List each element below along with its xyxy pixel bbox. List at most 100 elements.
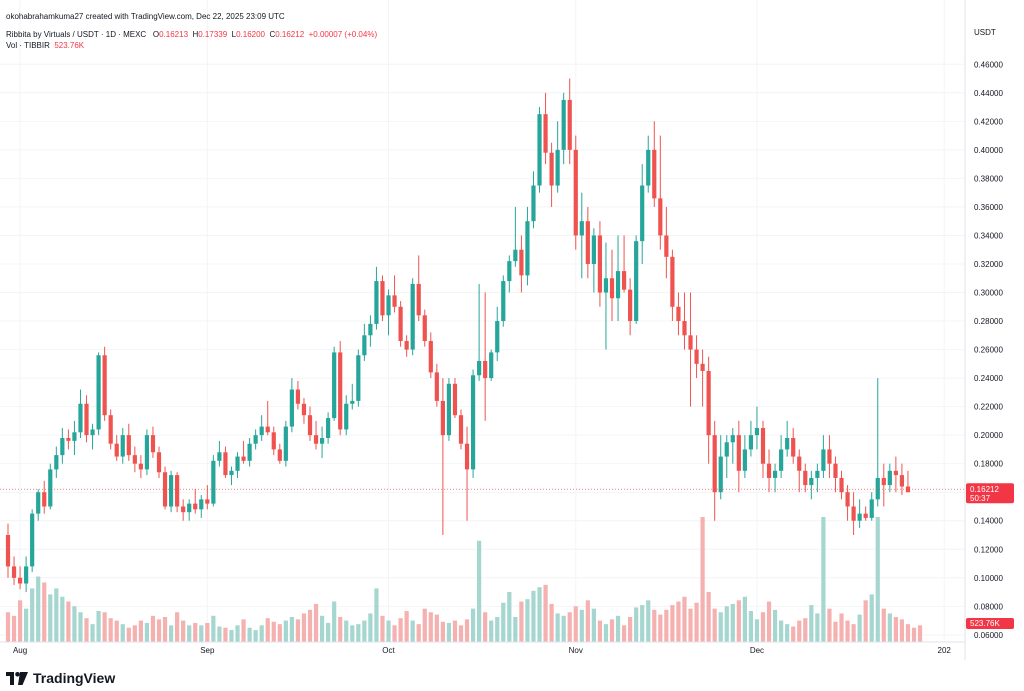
volume-bar bbox=[295, 619, 301, 642]
volume-bar bbox=[356, 624, 361, 642]
volume-bar bbox=[181, 620, 186, 642]
volume-bar bbox=[422, 608, 427, 642]
candle-body bbox=[857, 513, 862, 521]
volume-bar bbox=[386, 620, 391, 642]
volume-bar bbox=[36, 576, 41, 642]
candle bbox=[72, 420, 77, 456]
candle-body bbox=[132, 455, 137, 464]
candle bbox=[307, 406, 313, 441]
publisher-line: okohabrahamkuma27 created with TradingVi… bbox=[6, 12, 285, 22]
volume-bar bbox=[410, 620, 415, 642]
symbol-title[interactable]: Ribbita by Virtuals / USDT · 1D · MEXC bbox=[6, 30, 147, 39]
candle bbox=[162, 466, 168, 510]
candle bbox=[326, 412, 331, 444]
volume-bar bbox=[470, 608, 476, 642]
volume-bar bbox=[634, 607, 639, 642]
candle-body bbox=[42, 492, 47, 507]
candle bbox=[495, 306, 500, 361]
candle-body bbox=[766, 463, 772, 478]
volume-bars bbox=[5, 517, 923, 642]
candle-body bbox=[398, 306, 403, 342]
volume-bar bbox=[621, 625, 627, 642]
candle-body bbox=[138, 463, 143, 470]
volume-bar bbox=[579, 609, 584, 642]
candle-body bbox=[736, 435, 741, 471]
volume-bar bbox=[126, 627, 131, 642]
candle bbox=[688, 292, 693, 407]
candle-body bbox=[628, 289, 633, 322]
volume-bar bbox=[646, 600, 651, 642]
candle bbox=[640, 164, 645, 264]
candle-body bbox=[658, 198, 663, 236]
volume-bar bbox=[175, 612, 180, 642]
volume-bar bbox=[247, 627, 252, 642]
time-scale[interactable]: Aug Sep Oct Nov Dec 202 bbox=[13, 646, 951, 655]
candle-body bbox=[706, 370, 711, 436]
volume-bar bbox=[603, 624, 609, 642]
price-scale[interactable]: 0.46000 0.44000 0.42000 0.40000 0.38000 0.360… bbox=[974, 60, 1003, 640]
candle bbox=[108, 409, 113, 450]
volume-bar bbox=[676, 601, 681, 642]
candle-body bbox=[513, 249, 518, 262]
candle-body bbox=[688, 335, 693, 350]
candle-body bbox=[863, 513, 868, 518]
y-tick-label: 0.10000 bbox=[974, 574, 1003, 583]
candle bbox=[205, 485, 210, 510]
volume-bar bbox=[96, 611, 101, 642]
x-tick-label: Oct bbox=[382, 646, 395, 655]
volume-bar bbox=[712, 608, 717, 642]
candle-body bbox=[772, 470, 778, 478]
candle bbox=[519, 235, 524, 293]
candle-body bbox=[253, 435, 258, 444]
volume-bar bbox=[193, 622, 198, 642]
y-tick-label: 0.20000 bbox=[974, 431, 1003, 440]
volume-bar bbox=[591, 608, 596, 642]
candle-body bbox=[875, 477, 880, 500]
candle bbox=[338, 341, 343, 436]
candle-body bbox=[555, 149, 560, 186]
volume-bar bbox=[549, 603, 554, 642]
volume-bar bbox=[742, 596, 747, 642]
candle-body bbox=[156, 452, 162, 473]
candle-body bbox=[646, 149, 651, 186]
volume-bar bbox=[150, 615, 156, 642]
candle bbox=[156, 446, 162, 478]
last-price-value: 0.16212 bbox=[970, 485, 999, 494]
volume-bar bbox=[597, 620, 603, 642]
volume-bar bbox=[362, 620, 367, 642]
candle-body bbox=[187, 503, 192, 513]
candle bbox=[603, 242, 609, 350]
volume-bar bbox=[682, 596, 687, 642]
candle bbox=[283, 420, 288, 467]
candle-body bbox=[36, 492, 41, 514]
y-tick-label: 0.44000 bbox=[974, 89, 1003, 98]
volume-bar bbox=[338, 617, 343, 642]
candle-body bbox=[682, 321, 687, 336]
volume-bar bbox=[477, 540, 482, 642]
symbol-legend[interactable]: Ribbita by Virtuals / USDT · 1D · MEXC O… bbox=[6, 30, 377, 40]
candle-body bbox=[368, 323, 373, 336]
price-scale-unit[interactable]: USDT bbox=[966, 25, 1016, 41]
candle bbox=[567, 78, 572, 165]
candle-body bbox=[11, 566, 17, 578]
candle bbox=[168, 470, 174, 513]
last-price-countdown: 50:37 bbox=[970, 494, 991, 503]
candle bbox=[150, 426, 156, 458]
candle bbox=[24, 556, 29, 593]
candle bbox=[78, 389, 83, 439]
volume-bar bbox=[446, 622, 452, 642]
candle bbox=[615, 235, 621, 322]
candle-body bbox=[839, 477, 844, 493]
candle bbox=[362, 323, 367, 361]
y-tick-label: 0.06000 bbox=[974, 631, 1003, 640]
candle-body bbox=[664, 235, 669, 257]
candle-body bbox=[175, 475, 180, 507]
candle-body bbox=[217, 452, 222, 461]
candle-body bbox=[446, 383, 452, 436]
volume-legend[interactable]: Vol · TIBBIR 523.76K bbox=[6, 41, 84, 51]
candle-body bbox=[567, 99, 572, 150]
candle bbox=[223, 446, 228, 478]
candle-body bbox=[754, 428, 760, 436]
candle-body bbox=[199, 499, 204, 510]
